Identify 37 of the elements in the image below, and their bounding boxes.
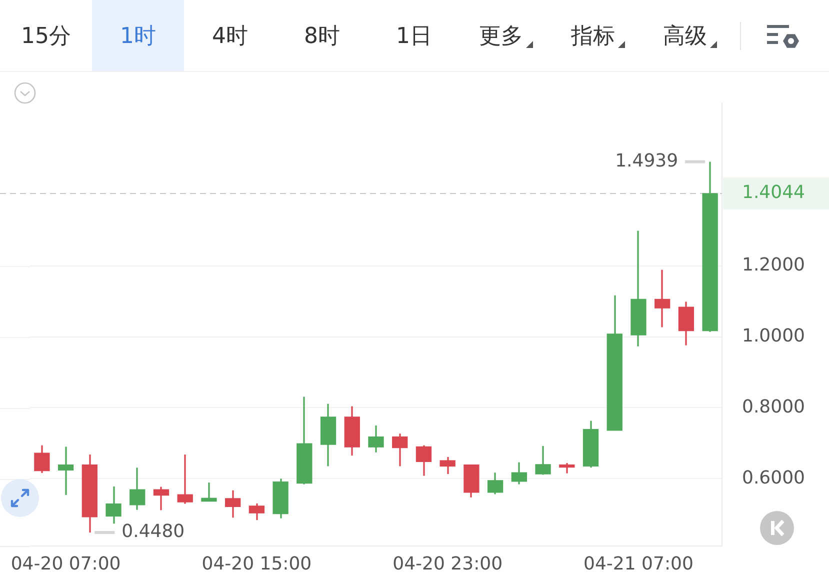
text: 4时 (212, 22, 248, 50)
x-tick-label: 04-20 07:00 (10, 553, 121, 574)
candlestick (225, 490, 241, 518)
text: 指标 (571, 22, 615, 50)
candlestick (177, 454, 193, 505)
y-tick-label: 1.0000 (742, 325, 805, 346)
candlestick (440, 456, 456, 475)
candlestick (58, 446, 74, 496)
y-tick-label: 0.8000 (742, 396, 805, 418)
candlestick (487, 472, 504, 496)
y-tick-label: 1.2000 (742, 254, 805, 276)
annotation: 1.4939 (615, 150, 678, 172)
candlestick (416, 444, 432, 477)
x-tick-label: 04-21 07:00 (584, 553, 694, 574)
text: 1日 (396, 22, 432, 50)
candlestick (559, 462, 575, 474)
candlestick (153, 486, 170, 511)
candlestick (511, 462, 528, 486)
text: 15分 (21, 22, 71, 50)
candlestick (34, 444, 50, 474)
text: 8时 (304, 22, 340, 50)
annotation: 0.4480 (122, 521, 185, 542)
candlestick (535, 445, 551, 476)
ref-line-label: 1.4044 (742, 182, 805, 204)
selected-tab[interactable]: 1时 (92, 0, 184, 71)
candlestick (130, 466, 146, 511)
candlestick (392, 432, 408, 468)
x-tick-label: 04-20 23:00 (392, 553, 503, 574)
candlestick (654, 269, 670, 328)
text: 高级 (663, 22, 707, 50)
y-tick-label: 0.6000 (742, 467, 805, 488)
candlestick (201, 482, 217, 502)
text: 更多 (479, 22, 523, 50)
candlestick (248, 502, 265, 521)
candlestick (106, 486, 122, 524)
x-tick-label: 04-20 15:00 (202, 553, 312, 574)
candlestick (368, 424, 384, 454)
